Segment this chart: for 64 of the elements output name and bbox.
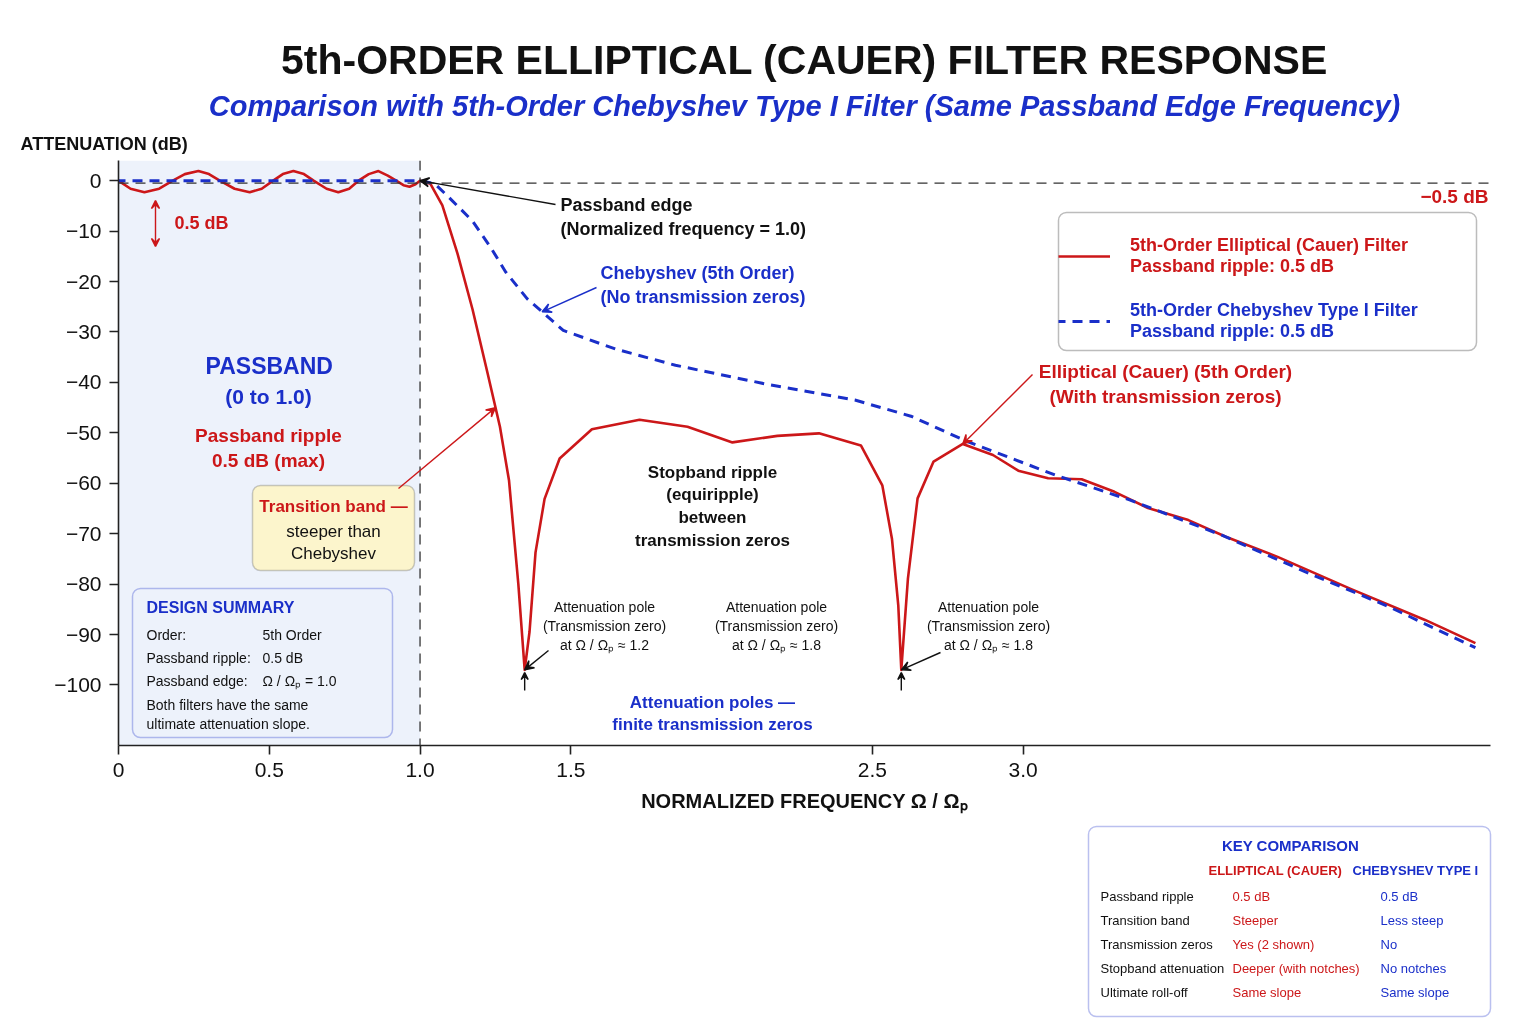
text: No [1380, 936, 1398, 952]
band-label: PASSBAND [205, 352, 333, 379]
annotation: 5th Order [262, 626, 322, 643]
annotation: Attenuation pole (Transmission zero) at Ω / Ωₚ ≈ 1.8 [926, 598, 1051, 654]
annotation: Chebyshev (5th Order) (No transmission zeros) [600, 262, 806, 307]
text: Yes (2 shown) [1232, 936, 1315, 952]
text: Less steep [1380, 912, 1444, 928]
y-tick-label: −70 [65, 521, 102, 545]
annotation: Passband edge (Normalized frequency = 1.0) [560, 194, 807, 239]
annotation: 0.5 dB [262, 649, 303, 666]
x-tick-label: 3.0 [1008, 757, 1038, 781]
ref-line-label: −0.5 dB [1420, 186, 1489, 208]
x-tick-label: 1.0 [405, 757, 435, 781]
annotation: 0.5 dB [174, 212, 229, 233]
text: Same slope [1232, 984, 1302, 1000]
annotation: Transition band — [259, 496, 408, 516]
text: Stopband attenuation [1100, 960, 1225, 976]
text: Transmission zeros [1100, 936, 1214, 952]
chart-subtitle: Comparison with 5th-Order Chebyshev Type I Filter (Same Passband Edge Frequency) [208, 89, 1401, 122]
annotation: Order: [146, 626, 187, 643]
text: Transition band [1100, 912, 1190, 928]
annotation: Ω / Ωₚ = 1.0 [262, 672, 337, 690]
text: Passband ripple [1100, 888, 1194, 904]
x-axis-title: NORMALIZED FREQUENCY Ω / Ωₚ [641, 789, 968, 814]
annotation: Attenuation pole (Transmission zero) at Ω / Ωₚ ≈ 1.2 [542, 598, 667, 654]
text: Ultimate roll-off [1100, 984, 1189, 1000]
y-tick-label: −80 [65, 572, 102, 596]
annotation: Attenuation pole (Transmission zero) at Ω / Ωₚ ≈ 1.8 [714, 598, 839, 654]
text: 0.5 dB [1232, 888, 1271, 904]
text: KEY COMPARISON [1221, 836, 1359, 854]
x-tick-label: 2.5 [857, 757, 887, 781]
text: No notches [1380, 960, 1447, 976]
annotation: Passband ripple: [146, 649, 251, 666]
chart-title: 5th-ORDER ELLIPTICAL (CAUER) FILTER RESPONSE [280, 36, 1328, 83]
annotation: Passband edge: [146, 672, 248, 689]
y-tick-label: −10 [65, 219, 102, 243]
annotation: (0 to 1.0) [225, 384, 312, 408]
x-tick-label: 0 [112, 757, 125, 781]
x-tick-label: 1.5 [556, 757, 586, 781]
y-tick-label: −20 [65, 269, 102, 293]
annotation: Attenuation poles — finite transmission zeros [612, 692, 813, 735]
x-tick-label: 0.5 [254, 757, 284, 781]
annotation: Stopband ripple (equiripple) between transmission zeros [635, 462, 790, 550]
text: Same slope [1380, 984, 1450, 1000]
y-tick-label: −60 [65, 471, 102, 495]
annotation: steeper than Chebyshev [286, 521, 381, 564]
annotation: Passband ripple 0.5 dB (max) [195, 424, 342, 471]
text: 0.5 dB [1380, 888, 1419, 904]
text: ELLIPTICAL (CAUER) [1208, 862, 1342, 878]
y-tick-label: −30 [65, 319, 102, 343]
legend-label: 5th-Order Chebyshev Type I Filter Passband ripple: 0.5 dB [1130, 300, 1418, 342]
annotation: Elliptical (Cauer) (5th Order) (With transmission zeros) [1038, 360, 1293, 407]
y-tick-label: −90 [65, 622, 102, 646]
y-tick-label: −100 [54, 672, 102, 696]
text: CHEBYSHEV TYPE I [1352, 862, 1479, 878]
y-tick-label: −50 [65, 420, 102, 444]
annotation: DESIGN SUMMARY [146, 598, 295, 616]
text: Deeper (with notches) [1232, 960, 1360, 976]
y-axis-title: ATTENUATION (dB) [20, 133, 188, 154]
y-tick-label: 0 [89, 168, 102, 192]
y-tick-label: −40 [65, 370, 102, 394]
legend-label: 5th-Order Elliptical (Cauer) Filter Passband ripple: 0.5 dB [1130, 235, 1409, 277]
text: Steeper [1232, 912, 1279, 928]
annotation: Both filters have the same ultimate attenuation slope. [146, 696, 310, 732]
